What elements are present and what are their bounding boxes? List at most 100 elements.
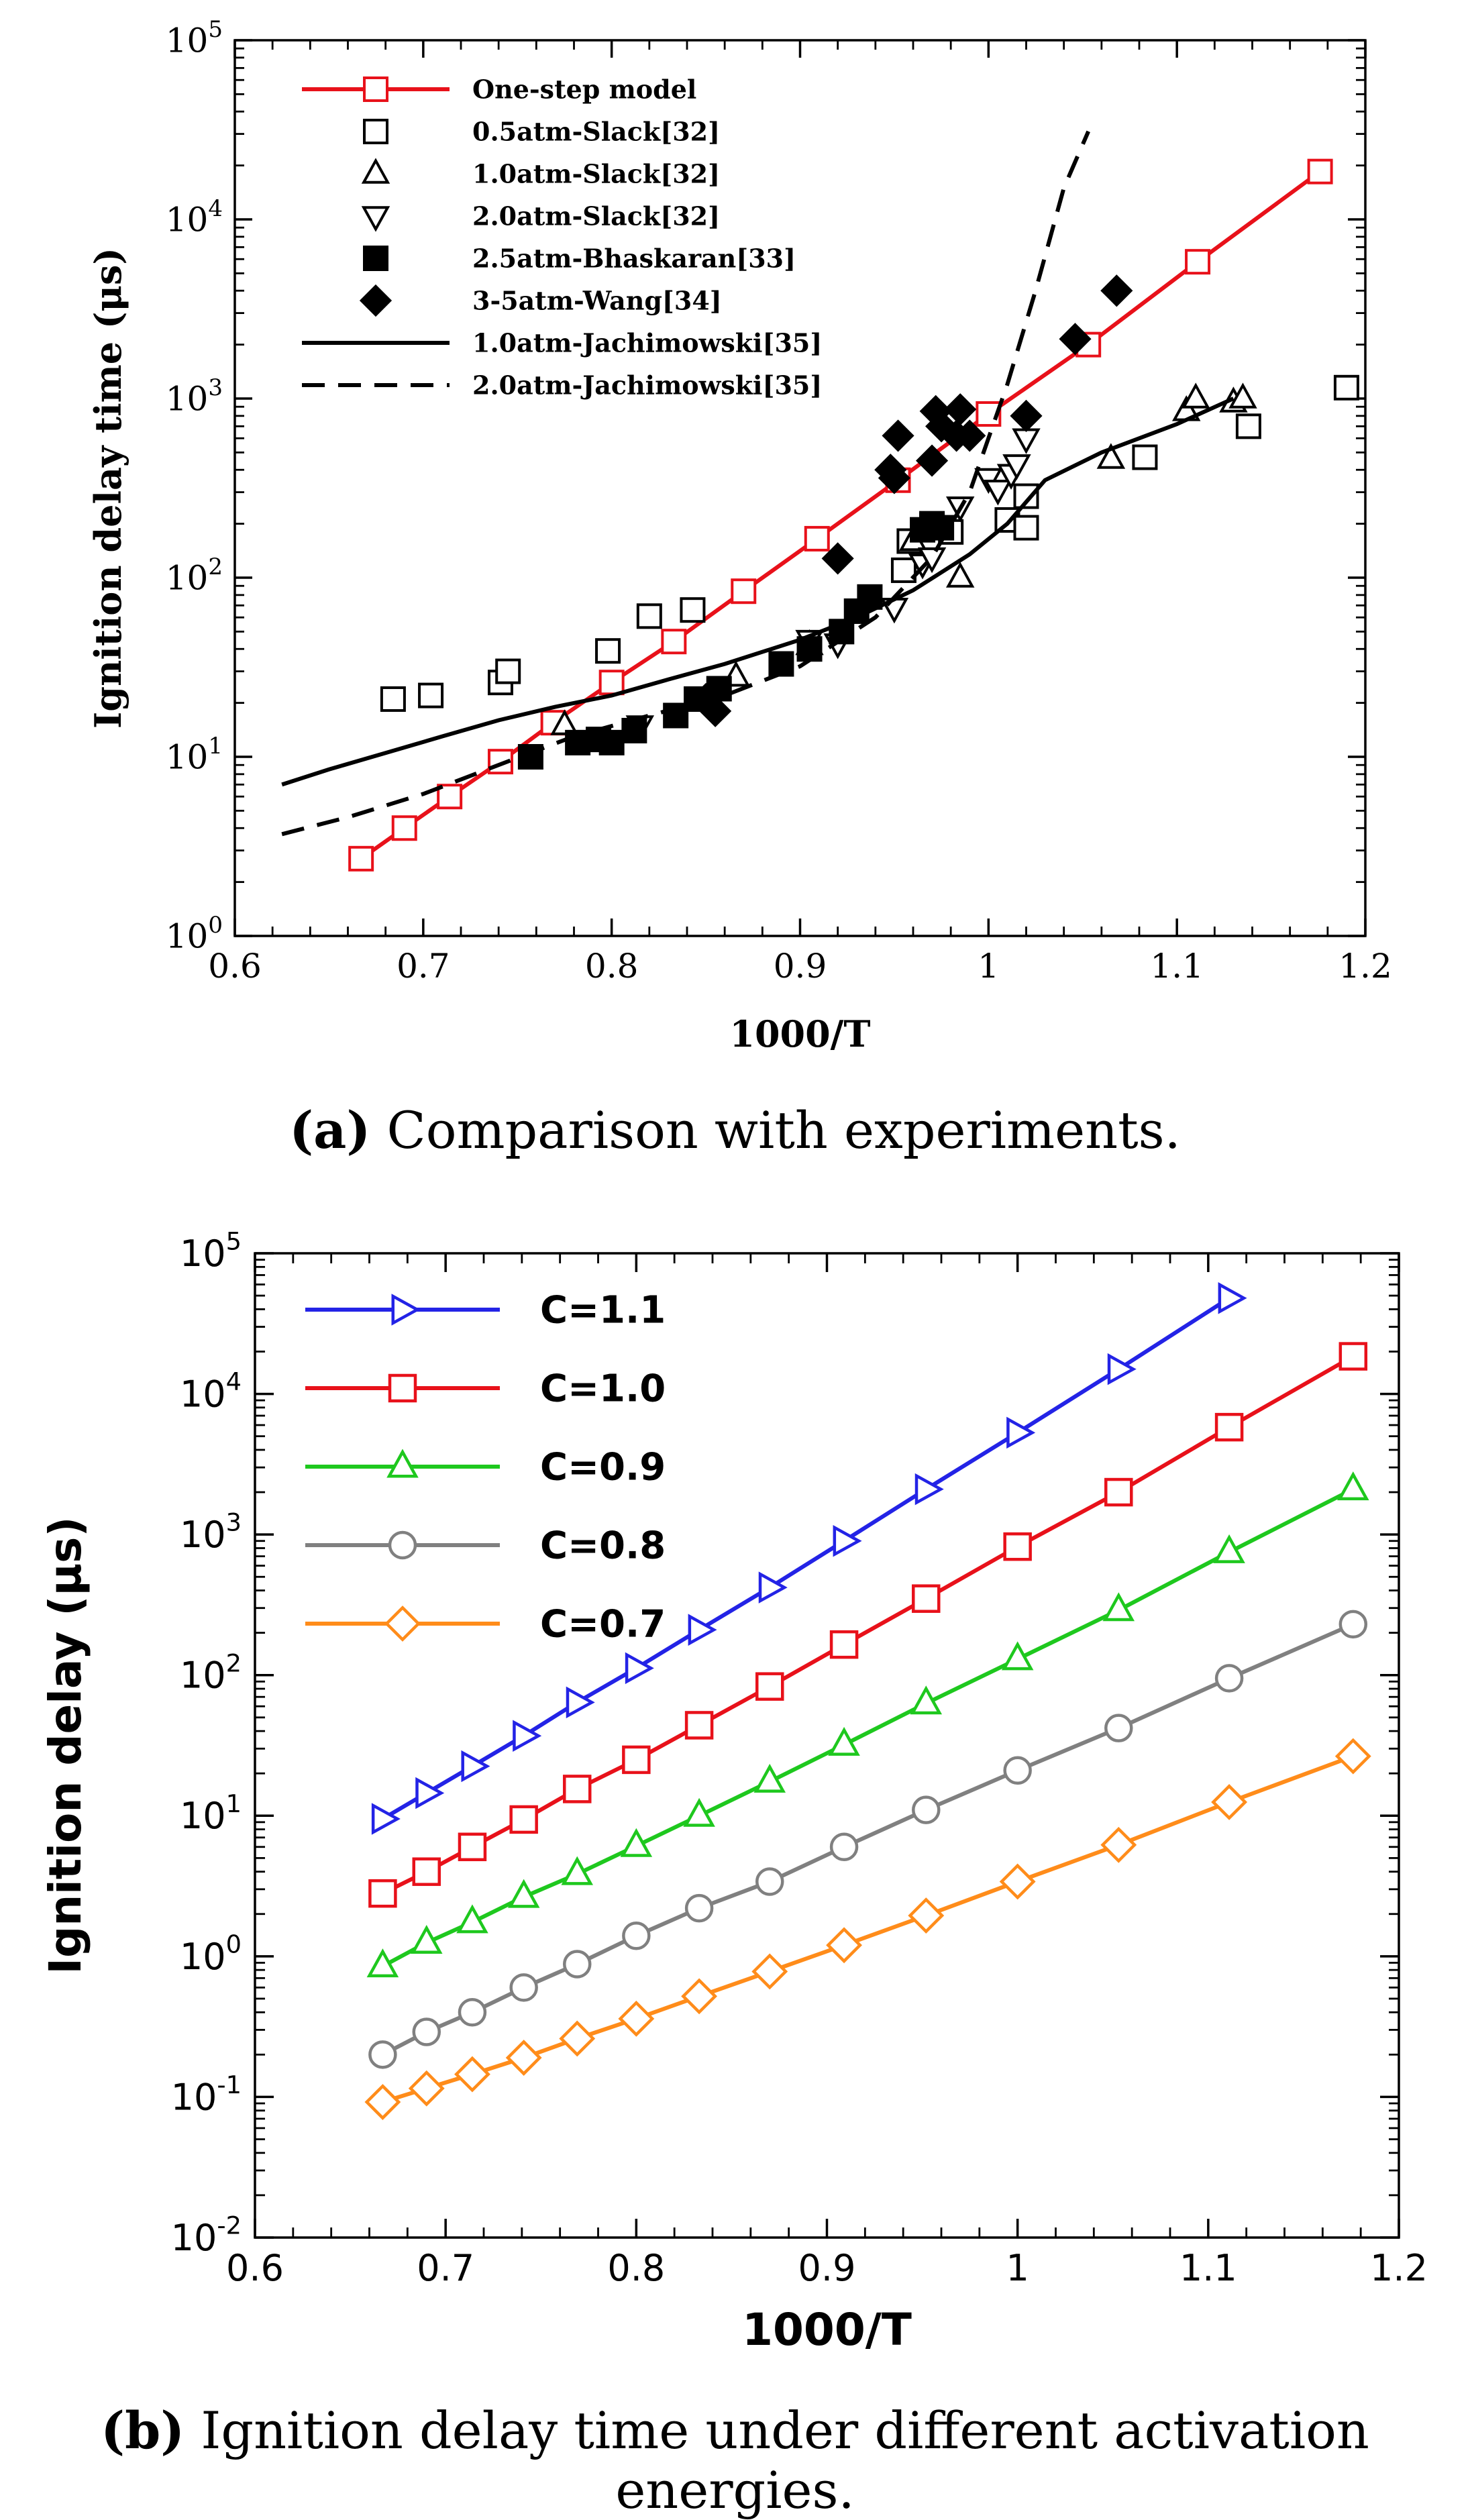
b-series-c-1-0-point [912, 1584, 941, 1613]
a-series-0-5atm-slack-32--point [380, 686, 406, 712]
a-series-2-5atm-bhaskaran-33--point [598, 729, 625, 755]
a-legend-marker [361, 206, 390, 232]
b-series-c-0-9-line [381, 1487, 1355, 1968]
a-series-1-0atm-slack-32--point [1182, 382, 1210, 409]
a-series-0-5atm-slack-32--point [418, 682, 444, 708]
b-series-c-0-9-point [366, 1948, 399, 1978]
a-series-0-5atm-slack-32--point [636, 603, 662, 629]
b-series-c-0-7-point [364, 2084, 401, 2120]
a-legend-marker [363, 119, 388, 144]
a-legend-label: 1.0atm-Slack[32] [472, 158, 720, 189]
b-legend-marker [388, 1373, 417, 1403]
b-legend-marker [384, 1606, 421, 1642]
b-series-c-0-9-point [410, 1925, 443, 1954]
a-series-one-step-model-point [598, 670, 625, 696]
b-series-c-1-0-point [755, 1672, 784, 1701]
b-series-c-0-8-point [829, 1832, 859, 1862]
b-y-tick-label: 10-2 [171, 2211, 242, 2259]
b-series-c-1-0 [368, 1342, 1368, 1908]
b-legend-label: C=0.8 [540, 1524, 666, 1568]
a-y-tick-label: 105 [166, 16, 223, 60]
b-series-c-0-8-point [562, 1950, 592, 1979]
a-legend-label: 1.0atm-Jachimowski[35] [472, 327, 822, 358]
b-series-c-0-9-point [620, 1828, 653, 1857]
a-legend-marker [363, 76, 388, 102]
b-series-c-1-1-point [1218, 1282, 1247, 1314]
caption-a: (a) Comparison with experiments. [0, 1100, 1470, 1160]
a-series-one-step-model-point [1185, 249, 1211, 275]
a-series-one-step-model-point [804, 525, 830, 552]
a-series-3-5atm-wang-34--point [1059, 323, 1092, 356]
a-series-3-5atm-wang-34--point [821, 542, 854, 575]
b-legend-label: C=0.9 [540, 1446, 666, 1489]
a-series-2-0atm-slack-32--point [984, 480, 1012, 506]
b-y-tick-label: 102 [180, 1648, 242, 1696]
a-x-axis-label: 1000/T [729, 1012, 870, 1055]
a-series-3-5atm-wang-34--point [882, 419, 914, 452]
b-series-c-0-7-point [1334, 1738, 1371, 1775]
b-x-tick-label: 1 [1006, 2247, 1029, 2289]
b-series-c-0-7-point [1211, 1784, 1248, 1820]
a-series-3-5atm-wang-34--point [878, 462, 910, 494]
b-series-c-0-9-point [456, 1904, 488, 1934]
b-series-c-1-1-point [513, 1720, 542, 1752]
a-series-3-5atm-wang-34--point [699, 694, 732, 727]
b-series-c-1-0-point [1003, 1532, 1032, 1561]
a-x-tick-label: 0.9 [774, 947, 827, 986]
a-series-2-5atm-bhaskaran-33--point [929, 515, 955, 541]
b-series-c-1-1-point [625, 1652, 654, 1685]
a-y-tick-label: 101 [166, 733, 223, 777]
b-y-tick-label: 104 [180, 1367, 242, 1415]
b-legend-label: C=1.1 [540, 1289, 666, 1332]
b-series-c-1-0-point [622, 1745, 651, 1775]
b-legend-marker [388, 1530, 417, 1560]
a-series-3-5atm-wang-34--point [953, 419, 986, 452]
b-series-c-1-1-point [371, 1803, 401, 1835]
a-series-1-0atm-jachimowski-35- [281, 397, 1235, 787]
a-x-tick-label: 1.1 [1150, 947, 1204, 986]
b-series-c-0-8 [368, 1610, 1368, 2069]
a-series-one-step-model-point [1307, 158, 1333, 185]
b-series-c-0-9-point [753, 1763, 786, 1793]
b-series-c-0-9-point [1102, 1592, 1135, 1622]
a-series-2-5atm-bhaskaran-33- [517, 511, 955, 770]
a-series-1-0atm-slack-32--point [550, 709, 579, 735]
b-series-c-0-7-point [505, 2040, 542, 2076]
caption-a-text: Comparison with experiments. [370, 1100, 1181, 1160]
b-series-c-1-1-point [566, 1686, 595, 1719]
a-series-one-step-model-point [348, 845, 374, 872]
b-legend-marker [386, 1449, 419, 1478]
a-series-1-0atm-jachimowski-35--line [281, 397, 1235, 787]
b-series-c-0-7-point [1100, 1826, 1137, 1863]
a-legend-label: 3-5atm-Wang[34] [472, 285, 722, 315]
b-y-axis-label: Ignition delay (μs) [40, 1516, 91, 1974]
b-series-c-0-9 [366, 1471, 1369, 1978]
b-series-c-0-7-point [408, 2070, 445, 2107]
b-series-c-1-0-point [1214, 1412, 1244, 1442]
b-series-c-1-1-point [833, 1524, 862, 1557]
b-x-tick-label: 1.1 [1179, 2247, 1237, 2289]
b-series-c-0-8-point [912, 1795, 941, 1824]
b-series-c-0-9-point [561, 1856, 594, 1885]
b-x-tick-label: 1.2 [1370, 2247, 1428, 2289]
a-series-0-5atm-slack-32--point [1132, 444, 1158, 470]
b-legend-marker [391, 1294, 421, 1326]
b-x-axis-label: 1000/T [742, 2304, 912, 2356]
a-series-2-0atm-slack-32--point [917, 547, 947, 574]
a-series-1-0atm-slack-32--point [1228, 382, 1257, 409]
b-x-tick-label: 0.9 [798, 2247, 856, 2289]
b-series-c-0-9-point [1337, 1471, 1369, 1501]
a-series-0-5atm-slack-32--point [1333, 374, 1359, 401]
b-series-c-0-7-point [751, 1953, 788, 1990]
b-y-tick-label: 103 [180, 1508, 242, 1556]
b-series-c-0-8-point [458, 1998, 487, 2027]
caption-b: (b) Ignition delay time under different … [0, 2401, 1470, 2520]
a-series-1-0atm-slack-32--point [1096, 443, 1126, 469]
b-series-c-1-1-line [381, 1296, 1230, 1821]
a-x-tick-label: 1.2 [1338, 947, 1392, 986]
b-series-c-0-7-point [454, 2056, 490, 2093]
b-series-c-0-7-point [681, 1978, 718, 2015]
b-series-c-0-8-point [1338, 1610, 1368, 1639]
b-series-c-0-9-point [828, 1726, 860, 1756]
